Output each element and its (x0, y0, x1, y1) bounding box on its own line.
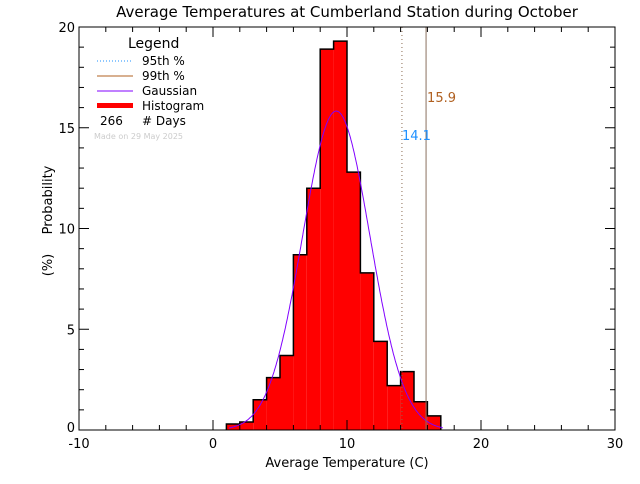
histogram-bar (360, 272, 374, 430)
legend-gaussian-label: Gaussian (142, 84, 197, 98)
x-axis-label: Average Temperature (C) (265, 456, 428, 471)
y-tick-label: 10 (58, 223, 75, 238)
x-tick-label: 0 (209, 437, 217, 452)
histogram-bar (387, 385, 401, 430)
made-on-note: Made on 29 May 2025 (94, 132, 183, 141)
chart-title: Average Temperatures at Cumberland Stati… (116, 3, 579, 21)
legend-99-label: 99th % (142, 69, 185, 83)
legend-histogram-label: Histogram (142, 99, 204, 113)
y-tick-label: 5 (67, 323, 75, 338)
histogram-bar (320, 49, 334, 430)
y-tick-label: 15 (58, 122, 75, 137)
percentile-99-label: 15.9 (427, 91, 456, 106)
legend-title: Legend (128, 36, 179, 52)
histogram-bar (266, 377, 280, 430)
percentile-95-label: 14.1 (402, 129, 431, 144)
y-tick-label: 20 (58, 21, 75, 36)
legend-histogram-swatch (97, 103, 133, 108)
histogram-bar (306, 188, 321, 430)
x-tick-label: 30 (607, 437, 624, 452)
y-axis-label-line: (%) (41, 254, 56, 277)
histogram-bar (253, 399, 267, 430)
histogram-bar (400, 371, 414, 430)
x-tick-label: 10 (339, 437, 356, 452)
y-tick-label: 0 (67, 421, 75, 436)
histogram-bar (280, 355, 294, 430)
legend-days-count: 266 (100, 114, 123, 128)
histogram-outline (225, 40, 442, 430)
x-tick-label: 20 (473, 437, 490, 452)
x-tick-label: -10 (68, 437, 89, 452)
y-axis-label-line: Probability (41, 165, 56, 234)
legend-days-label: # Days (142, 114, 186, 128)
histogram-bar (373, 341, 388, 430)
histogram-bar (293, 254, 307, 430)
legend-95-label: 95th % (142, 54, 185, 68)
gaussian-curve (229, 110, 443, 429)
legend: Legend 95th % 99th % Gaussian Histogram … (94, 36, 204, 141)
histogram-bar (239, 421, 254, 430)
histogram-bar (333, 41, 347, 430)
y-axis-label: Probability (%) (41, 165, 56, 276)
histogram-bar (347, 172, 361, 430)
